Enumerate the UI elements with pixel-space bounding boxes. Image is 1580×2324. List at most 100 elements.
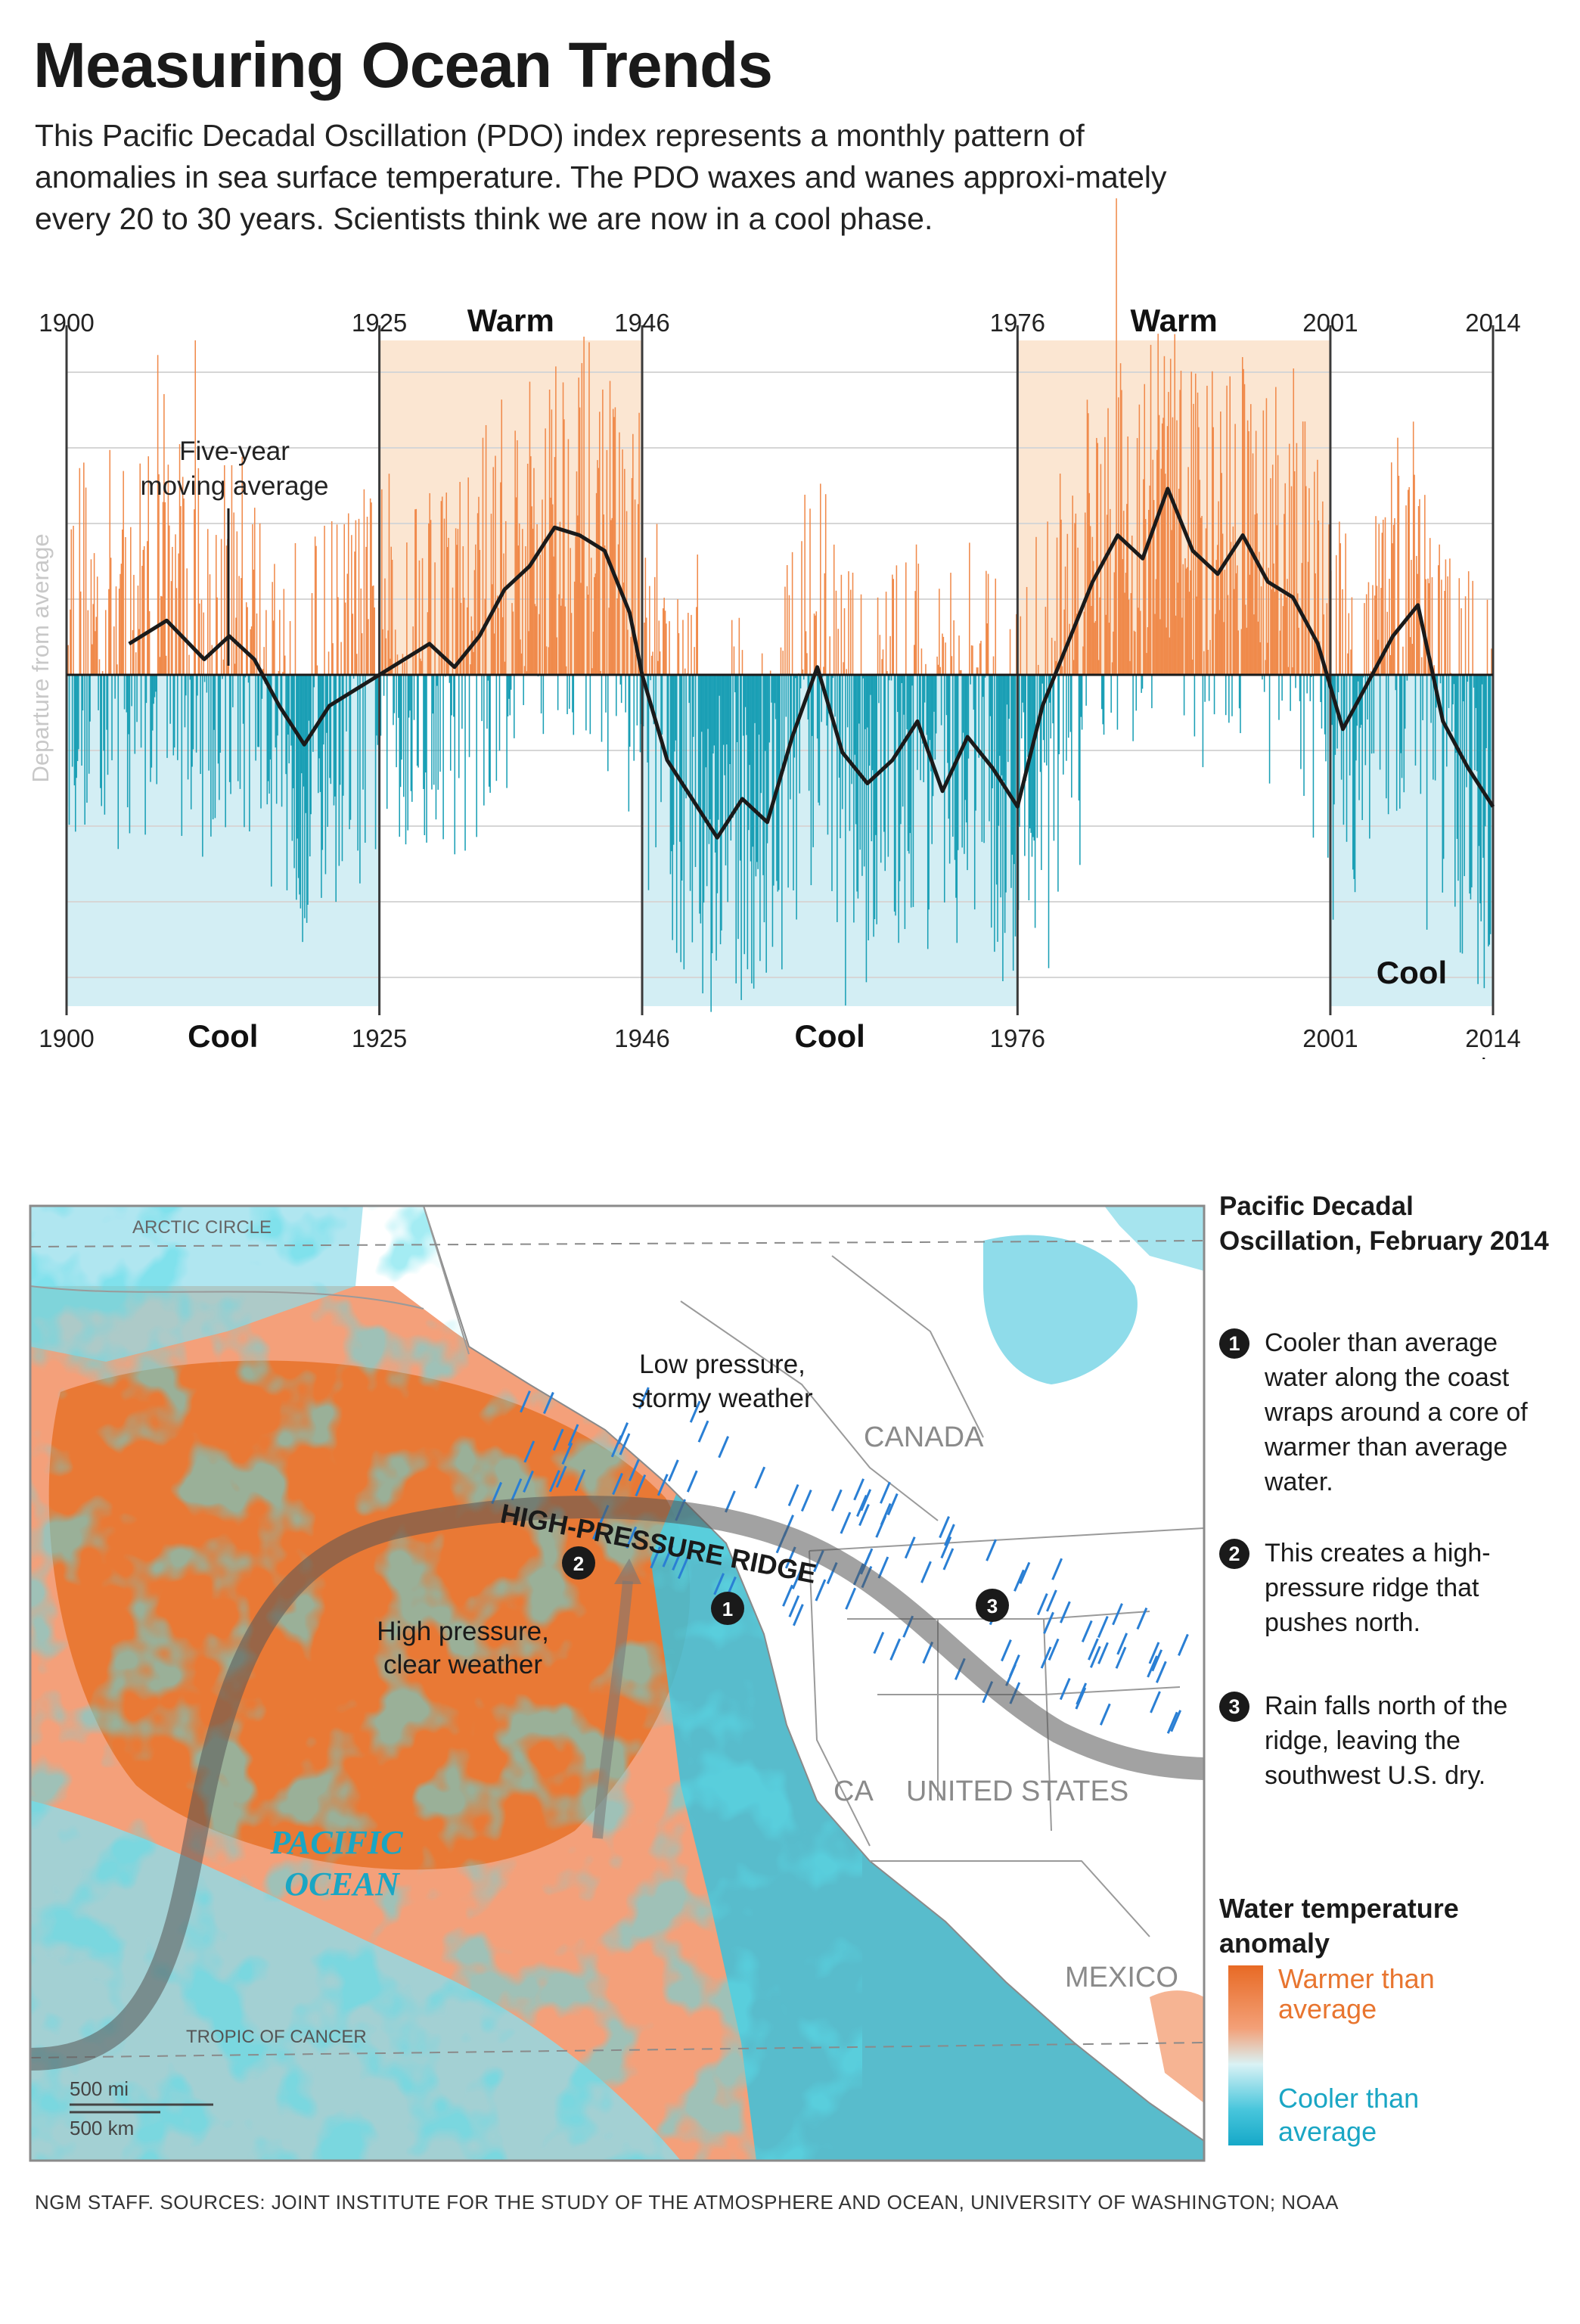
anomaly-bar bbox=[681, 675, 683, 881]
map-frame bbox=[29, 1204, 1206, 2162]
anomaly-bar bbox=[1343, 675, 1345, 825]
anomaly-bar bbox=[749, 675, 750, 766]
anomaly-bar bbox=[542, 675, 545, 735]
anomaly-bar bbox=[915, 544, 917, 675]
anomaly-bar bbox=[1063, 609, 1065, 675]
anomaly-bar bbox=[1081, 675, 1083, 730]
anomaly-bar bbox=[852, 573, 854, 675]
anomaly-bar bbox=[473, 570, 476, 675]
anomaly-bar bbox=[274, 564, 275, 675]
anomaly-bar bbox=[1300, 675, 1302, 769]
anomaly-bar bbox=[106, 675, 107, 730]
anomaly-bar bbox=[622, 449, 623, 675]
anomaly-bar bbox=[1491, 648, 1492, 675]
anomaly-bar bbox=[816, 675, 818, 739]
anomaly-bar bbox=[762, 675, 764, 875]
anomaly-bar bbox=[1348, 613, 1350, 675]
anomaly-bar bbox=[1328, 524, 1330, 675]
anomaly-bar bbox=[950, 573, 951, 675]
anomaly-bar bbox=[1436, 675, 1439, 689]
anomaly-bar bbox=[244, 675, 247, 678]
anomaly-bar bbox=[1227, 595, 1229, 675]
anomaly-bar bbox=[672, 675, 675, 845]
anomaly-bar bbox=[647, 675, 648, 763]
anomaly-bar bbox=[914, 645, 915, 675]
anomaly-bar bbox=[219, 675, 222, 753]
anomaly-bar bbox=[230, 675, 231, 794]
anomaly-bar bbox=[1183, 675, 1185, 716]
anomaly-bar bbox=[410, 675, 412, 791]
anomaly-bar bbox=[711, 675, 713, 954]
anomaly-bar bbox=[1394, 517, 1395, 675]
anomaly-bar bbox=[1136, 438, 1138, 675]
rain-mark bbox=[1059, 1677, 1071, 1701]
anomaly-bar bbox=[255, 675, 256, 761]
anomaly-bar bbox=[1208, 675, 1210, 701]
anomaly-bar bbox=[1057, 675, 1059, 892]
anomaly-bar bbox=[440, 501, 442, 675]
anomaly-bar bbox=[463, 598, 465, 675]
anomaly-bar bbox=[1284, 483, 1287, 675]
anomaly-bar bbox=[545, 646, 548, 675]
svg-text:1: 1 bbox=[722, 1598, 733, 1620]
anomaly-bar bbox=[793, 675, 794, 890]
anomaly-bar bbox=[415, 508, 418, 675]
anomaly-bar bbox=[1279, 630, 1281, 675]
legend-warm-label: Warmer than average bbox=[1278, 1963, 1435, 2024]
anomaly-bar bbox=[1372, 585, 1374, 675]
anomaly-bar bbox=[1212, 371, 1213, 675]
anomaly-bar bbox=[1045, 675, 1048, 766]
anomaly-bar bbox=[939, 589, 940, 675]
anomaly-bar bbox=[399, 675, 402, 788]
tropic-label: TROPIC OF CANCER bbox=[186, 2027, 367, 2047]
anomaly-bar bbox=[1141, 675, 1142, 693]
ridge-arrow bbox=[30, 1496, 1204, 2071]
rain-mark bbox=[904, 1536, 916, 1559]
anomaly-bar bbox=[964, 675, 965, 854]
anomaly-bar bbox=[1141, 675, 1144, 689]
rain-mark bbox=[625, 1526, 638, 1549]
anomaly-bar bbox=[1445, 559, 1447, 675]
anomaly-bar bbox=[1166, 627, 1167, 675]
anomaly-bar bbox=[452, 587, 454, 675]
anomaly-bar bbox=[216, 597, 218, 675]
anomaly-bar bbox=[1265, 398, 1268, 675]
anomaly-bar bbox=[1339, 521, 1340, 675]
anomaly-bar bbox=[682, 620, 684, 675]
anomaly-bar bbox=[1409, 637, 1411, 675]
anomaly-bar bbox=[1077, 547, 1079, 675]
anomaly-bar bbox=[133, 574, 135, 675]
anomaly-bar bbox=[785, 675, 787, 717]
anomaly-bar bbox=[1429, 538, 1431, 675]
anomaly-bar bbox=[627, 629, 629, 675]
anomaly-bar bbox=[1376, 586, 1378, 675]
anomaly-bar bbox=[848, 571, 849, 675]
anomaly-bar bbox=[81, 675, 82, 766]
anomaly-bar bbox=[191, 675, 193, 767]
anomaly-bar bbox=[736, 675, 738, 743]
anomaly-bar bbox=[479, 549, 481, 675]
anomaly-bar bbox=[363, 489, 365, 675]
anomaly-bar bbox=[369, 498, 371, 675]
anomaly-bar bbox=[311, 592, 313, 675]
anomaly-bar bbox=[1221, 473, 1222, 675]
anomaly-bar bbox=[1420, 657, 1423, 675]
anomaly-bar bbox=[1122, 511, 1125, 675]
anomaly-bar bbox=[503, 553, 504, 675]
anomaly-bar bbox=[992, 675, 993, 789]
moving-average-line bbox=[128, 486, 1495, 840]
anomaly-bar bbox=[1226, 385, 1228, 675]
anomaly-bar bbox=[982, 675, 984, 698]
anomaly-bar bbox=[532, 528, 534, 675]
anomaly-bar bbox=[185, 675, 187, 696]
anomaly-bar bbox=[610, 520, 612, 675]
anomaly-bar bbox=[495, 675, 498, 781]
anomaly-bar bbox=[279, 610, 281, 675]
svg-text:3: 3 bbox=[987, 1595, 998, 1617]
anomaly-bar bbox=[1351, 597, 1353, 675]
anomaly-bar bbox=[694, 647, 695, 675]
anomaly-bar bbox=[635, 654, 637, 675]
anomaly-bar bbox=[1003, 675, 1005, 781]
anomaly-bar bbox=[881, 659, 883, 675]
anomaly-bar bbox=[210, 675, 212, 837]
